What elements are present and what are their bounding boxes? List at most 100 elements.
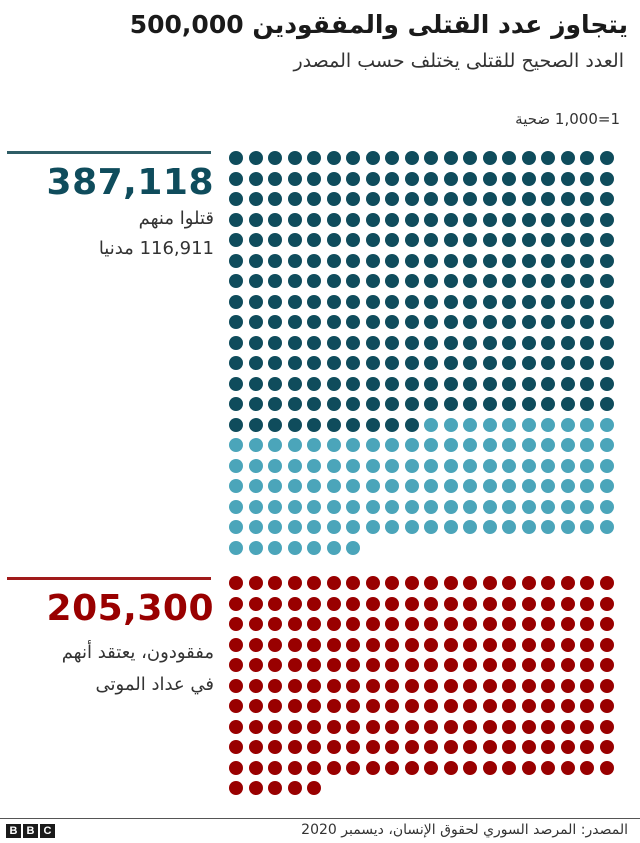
killed-dot: [404, 335, 419, 350]
killed-dot: [482, 356, 497, 370]
missing-dot: [502, 678, 516, 693]
killed-dot: [365, 294, 380, 309]
missing-dot: [346, 719, 360, 734]
missing-dot: [229, 699, 243, 713]
missing-dot: [443, 740, 458, 754]
killed-dot: [268, 335, 282, 350]
killed-dot: [346, 458, 360, 473]
killed-dot: [599, 335, 614, 350]
missing-desc-line1: مفقودون، يعتقد أنهم: [61, 642, 214, 663]
missing-dot: [443, 658, 458, 672]
killed-dot: [599, 397, 614, 411]
missing-dot: [560, 719, 575, 734]
missing-dot: [424, 576, 438, 590]
killed-dot: [482, 171, 497, 186]
missing-dot: [560, 617, 575, 631]
missing-dot: [482, 740, 497, 754]
killed-dot: [424, 438, 438, 452]
missing-dot: [541, 678, 555, 693]
killed-dot: [541, 356, 555, 370]
missing-dot: [307, 781, 321, 795]
killed-dot: [248, 376, 263, 391]
killed-dot: [326, 499, 341, 514]
killed-dot: [424, 212, 438, 227]
killed-dot: [385, 253, 399, 268]
killed-dot: [248, 417, 263, 432]
killed-dot: [599, 417, 614, 432]
killed-dot: [326, 294, 341, 309]
killed-dot: [385, 315, 399, 329]
missing-dot: [580, 617, 594, 631]
killed-dot: [229, 233, 243, 247]
killed-dot: [326, 212, 341, 227]
missing-dot: [482, 699, 497, 713]
killed-dot: [424, 192, 438, 206]
missing-dot: [482, 637, 497, 652]
killed-dot: [268, 356, 282, 370]
missing-dot: [346, 740, 360, 754]
killed-dot: [268, 192, 282, 206]
killed-dot: [482, 294, 497, 309]
missing-dot: [248, 596, 263, 611]
killed-dot: [521, 315, 536, 329]
killed-dot: [268, 540, 282, 555]
missing-dot: [326, 617, 341, 631]
killed-dot: [463, 274, 477, 288]
killed-dot: [502, 212, 516, 227]
killed-dot: [307, 253, 321, 268]
killed-dot: [521, 212, 536, 227]
missing-dot: [248, 740, 263, 754]
killed-dot: [307, 397, 321, 411]
missing-dot: [268, 617, 282, 631]
killed-dot: [385, 458, 399, 473]
killed-dot: [229, 274, 243, 288]
killed-dot: [482, 192, 497, 206]
killed-dot: [482, 479, 497, 493]
missing-dot: [268, 658, 282, 672]
missing-dot: [326, 637, 341, 652]
killed-dot: [443, 294, 458, 309]
killed-dot: [307, 274, 321, 288]
killed-dot: [599, 192, 614, 206]
missing-dot: [443, 637, 458, 652]
missing-dot: [463, 699, 477, 713]
missing-dot: [599, 760, 614, 775]
killed-dot: [346, 499, 360, 514]
killed-dot: [424, 356, 438, 370]
missing-dot: [326, 576, 341, 590]
killed-dot: [365, 438, 380, 452]
chart-subtitle: العدد الصحيح للقتلى يختلف حسب المصدر: [293, 50, 625, 72]
killed-dot: [482, 335, 497, 350]
killed-dot: [599, 458, 614, 473]
killed-dot: [248, 233, 263, 247]
killed-dot: [346, 274, 360, 288]
killed-dot: [268, 274, 282, 288]
bbc-logo-b2: B: [23, 824, 38, 838]
missing-dot: [268, 781, 282, 795]
killed-dot: [346, 335, 360, 350]
missing-dot: [326, 699, 341, 713]
missing-dot: [287, 658, 302, 672]
missing-dot: [443, 699, 458, 713]
missing-dot: [307, 596, 321, 611]
killed-dot: [287, 274, 302, 288]
killed-dot: [268, 376, 282, 391]
missing-dot: [385, 617, 399, 631]
missing-dot: [599, 719, 614, 734]
killed-dot: [385, 192, 399, 206]
missing-dot: [326, 658, 341, 672]
missing-dot: [502, 576, 516, 590]
killed-dot: [287, 499, 302, 514]
missing-dot: [482, 760, 497, 775]
killed-dot: [346, 171, 360, 186]
killed-dot: [463, 294, 477, 309]
missing-dot: [365, 719, 380, 734]
missing-dot: [443, 617, 458, 631]
killed-dot: [482, 397, 497, 411]
missing-dot: [307, 617, 321, 631]
missing-dot: [248, 637, 263, 652]
missing-dot: [580, 658, 594, 672]
missing-dot: [424, 760, 438, 775]
missing-dot: [365, 617, 380, 631]
missing-dot: [424, 678, 438, 693]
